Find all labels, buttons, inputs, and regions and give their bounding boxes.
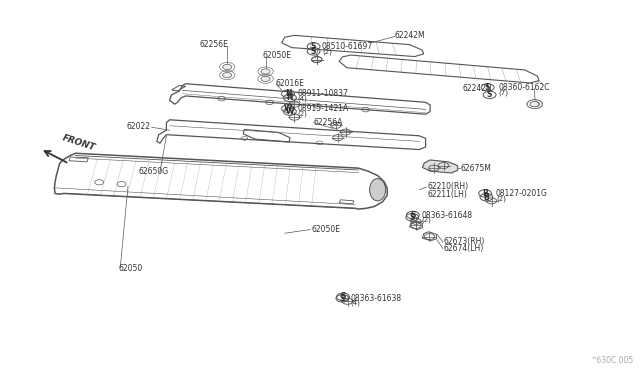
Text: S: S xyxy=(410,211,415,219)
Text: 08363-61638: 08363-61638 xyxy=(351,294,402,303)
Text: S: S xyxy=(311,42,316,51)
Text: (4): (4) xyxy=(351,300,360,307)
Text: 08911-10837: 08911-10837 xyxy=(298,89,348,98)
Text: 62050: 62050 xyxy=(118,264,143,273)
Text: S: S xyxy=(311,47,316,56)
Text: S: S xyxy=(340,294,345,303)
Text: N: N xyxy=(285,89,291,98)
Text: 08127-0201G: 08127-0201G xyxy=(496,189,548,198)
Text: 08363-61648: 08363-61648 xyxy=(421,211,472,219)
Circle shape xyxy=(223,73,232,78)
Text: W: W xyxy=(284,104,292,113)
Text: 62675M: 62675M xyxy=(461,164,492,173)
Text: 62210(RH): 62210(RH) xyxy=(428,182,468,191)
Text: 62256A: 62256A xyxy=(314,118,343,126)
Text: 62016E: 62016E xyxy=(275,79,304,88)
Text: FRONT: FRONT xyxy=(61,134,96,153)
Text: S: S xyxy=(485,83,490,92)
Polygon shape xyxy=(422,160,458,173)
Text: (2): (2) xyxy=(298,110,307,117)
Text: B: B xyxy=(483,189,488,198)
Text: 62242N: 62242N xyxy=(462,84,492,93)
Text: 62242M: 62242M xyxy=(395,31,426,40)
Text: 62022: 62022 xyxy=(126,122,150,131)
Circle shape xyxy=(223,64,232,70)
Text: 62673(RH): 62673(RH) xyxy=(444,237,485,246)
Text: 62256E: 62256E xyxy=(200,40,229,49)
Text: 62050E: 62050E xyxy=(262,51,291,60)
Text: (7): (7) xyxy=(499,89,509,96)
Text: (2): (2) xyxy=(421,217,431,223)
Text: B: B xyxy=(484,193,489,202)
Circle shape xyxy=(530,102,539,107)
Text: S: S xyxy=(487,90,492,99)
Text: 08360-6162C: 08360-6162C xyxy=(499,83,550,92)
Text: 62050E: 62050E xyxy=(312,225,340,234)
Text: 62674(LH): 62674(LH) xyxy=(444,244,484,253)
Text: 08510-61697: 08510-61697 xyxy=(322,42,373,51)
Text: 08915-1421A: 08915-1421A xyxy=(298,104,349,113)
Text: 62650G: 62650G xyxy=(139,167,169,176)
Text: S: S xyxy=(410,213,415,222)
Text: (2): (2) xyxy=(322,48,332,55)
Text: 62211(LH): 62211(LH) xyxy=(428,190,467,199)
Circle shape xyxy=(531,102,540,107)
Ellipse shape xyxy=(370,179,385,201)
Text: ^630C.005: ^630C.005 xyxy=(590,356,634,365)
Text: N: N xyxy=(287,93,293,102)
Text: W: W xyxy=(285,107,294,116)
Text: (4): (4) xyxy=(298,95,307,102)
Circle shape xyxy=(261,76,270,81)
Circle shape xyxy=(261,69,270,74)
Text: (2): (2) xyxy=(496,195,506,202)
Text: S: S xyxy=(340,292,346,301)
